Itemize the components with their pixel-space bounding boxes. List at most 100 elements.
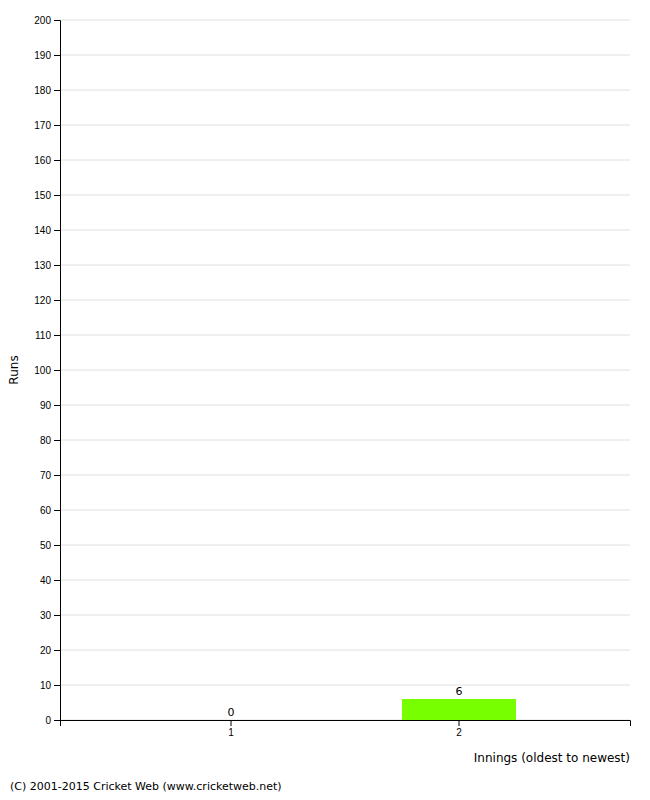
x-axis: 12 xyxy=(61,720,631,738)
grid-line xyxy=(60,125,630,126)
tick-label: 60 xyxy=(40,505,52,516)
tick-label: 90 xyxy=(40,400,52,411)
tick-mark xyxy=(54,510,60,511)
grid xyxy=(60,20,630,720)
axis-line xyxy=(61,721,631,727)
grid-line xyxy=(60,20,630,21)
tick-mark xyxy=(54,650,60,651)
tick: 110 xyxy=(35,330,60,341)
grid-line xyxy=(60,580,630,581)
tick-label: 40 xyxy=(40,575,52,586)
grid-line xyxy=(60,510,630,511)
tick-label: 190 xyxy=(34,50,51,61)
tick-mark xyxy=(231,720,232,726)
grid-line xyxy=(60,300,630,301)
tick: 50 xyxy=(40,540,60,551)
tick-mark xyxy=(54,720,60,721)
data-labels: 06 xyxy=(228,685,463,719)
tick-label: 160 xyxy=(34,155,51,166)
tick: 100 xyxy=(34,365,60,376)
tick-label: 200 xyxy=(34,15,51,26)
axis-line xyxy=(54,21,61,721)
grid-line xyxy=(60,230,630,231)
chart: 0102030405060708090100110120130140150160… xyxy=(0,0,650,800)
tick-label: 10 xyxy=(40,680,52,691)
x-axis-title: Innings (oldest to newest) xyxy=(474,751,630,765)
tick-label: 140 xyxy=(34,225,51,236)
tick: 140 xyxy=(34,225,60,236)
grid-line xyxy=(60,615,630,616)
tick-mark xyxy=(54,300,60,301)
tick-label: 130 xyxy=(34,260,51,271)
grid-line xyxy=(60,55,630,56)
grid-line xyxy=(60,650,630,651)
tick-mark xyxy=(459,720,460,726)
tick: 90 xyxy=(40,400,60,411)
footer: (C) 2001-2015 Cricket Web (www.cricketwe… xyxy=(10,780,282,793)
tick-mark xyxy=(54,230,60,231)
grid-line xyxy=(60,90,630,91)
tick-label: 50 xyxy=(40,540,52,551)
tick: 0 xyxy=(45,715,60,726)
tick-label: 20 xyxy=(40,645,52,656)
tick: 70 xyxy=(40,470,60,481)
tick-label: 170 xyxy=(34,120,51,131)
tick-mark xyxy=(54,195,60,196)
tick-mark xyxy=(54,160,60,161)
tick-mark xyxy=(54,370,60,371)
grid-line xyxy=(60,440,630,441)
tick: 160 xyxy=(34,155,60,166)
grid-line xyxy=(60,405,630,406)
tick-mark xyxy=(54,55,60,56)
grid-line xyxy=(60,685,630,686)
tick-mark xyxy=(54,20,60,21)
tick: 170 xyxy=(34,120,60,131)
tick: 130 xyxy=(34,260,60,271)
tick: 180 xyxy=(34,85,60,96)
grid-line xyxy=(60,335,630,336)
tick-label: 120 xyxy=(34,295,51,306)
tick: 2 xyxy=(456,720,462,738)
grid-line xyxy=(60,160,630,161)
tick-label: 150 xyxy=(34,190,51,201)
tick-mark xyxy=(54,440,60,441)
tick: 20 xyxy=(40,645,60,656)
tick: 10 xyxy=(40,680,60,691)
tick: 40 xyxy=(40,575,60,586)
tick-mark xyxy=(54,580,60,581)
tick-label: 70 xyxy=(40,470,52,481)
tick-label: 30 xyxy=(40,610,52,621)
tick-mark xyxy=(54,90,60,91)
tick-label: 1 xyxy=(228,727,234,738)
tick-mark xyxy=(54,125,60,126)
tick-mark xyxy=(54,265,60,266)
tick: 200 xyxy=(34,15,60,26)
grid-line xyxy=(60,475,630,476)
tick-mark xyxy=(54,685,60,686)
tick-label: 110 xyxy=(35,330,51,341)
tick: 1 xyxy=(228,720,234,738)
tick-mark xyxy=(54,545,60,546)
tick: 150 xyxy=(34,190,60,201)
grid-line xyxy=(60,370,630,371)
tick-label: 80 xyxy=(40,435,52,446)
tick-mark xyxy=(54,475,60,476)
data-label: 6 xyxy=(456,685,463,698)
tick-mark xyxy=(54,615,60,616)
bar xyxy=(402,699,516,720)
tick: 30 xyxy=(40,610,60,621)
plot: 0102030405060708090100110120130140150160… xyxy=(34,15,630,738)
y-axis-title: Runs xyxy=(7,355,21,384)
tick-label: 100 xyxy=(34,365,51,376)
grid-line xyxy=(60,265,630,266)
grid-line xyxy=(60,195,630,196)
data-label: 0 xyxy=(228,706,235,719)
bars xyxy=(402,699,516,720)
tick: 80 xyxy=(40,435,60,446)
bar xyxy=(174,720,288,721)
tick-label: 0 xyxy=(45,715,51,726)
tick: 60 xyxy=(40,505,60,516)
grid-line xyxy=(60,545,630,546)
tick-mark xyxy=(54,335,60,336)
tick-label: 180 xyxy=(34,85,51,96)
